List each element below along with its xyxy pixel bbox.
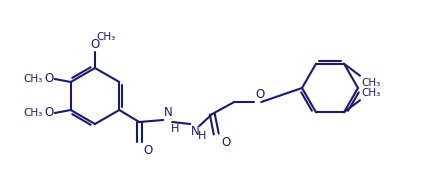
Text: O: O	[90, 38, 100, 51]
Text: H: H	[171, 124, 180, 134]
Text: CH₃: CH₃	[96, 32, 115, 42]
Text: O: O	[221, 136, 230, 149]
Text: O: O	[44, 73, 54, 85]
Text: CH₃: CH₃	[24, 74, 43, 84]
Text: O: O	[255, 88, 265, 101]
Text: N: N	[191, 125, 200, 138]
Text: O: O	[44, 107, 54, 119]
Text: H: H	[198, 131, 207, 141]
Text: N: N	[164, 106, 173, 119]
Text: CH₃: CH₃	[361, 78, 380, 88]
Text: O: O	[143, 144, 152, 157]
Text: CH₃: CH₃	[24, 108, 43, 118]
Text: CH₃: CH₃	[361, 88, 380, 98]
